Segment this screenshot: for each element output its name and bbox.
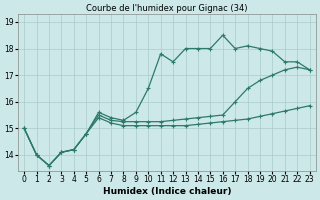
- Title: Courbe de l'humidex pour Gignac (34): Courbe de l'humidex pour Gignac (34): [86, 4, 248, 13]
- X-axis label: Humidex (Indice chaleur): Humidex (Indice chaleur): [103, 187, 231, 196]
